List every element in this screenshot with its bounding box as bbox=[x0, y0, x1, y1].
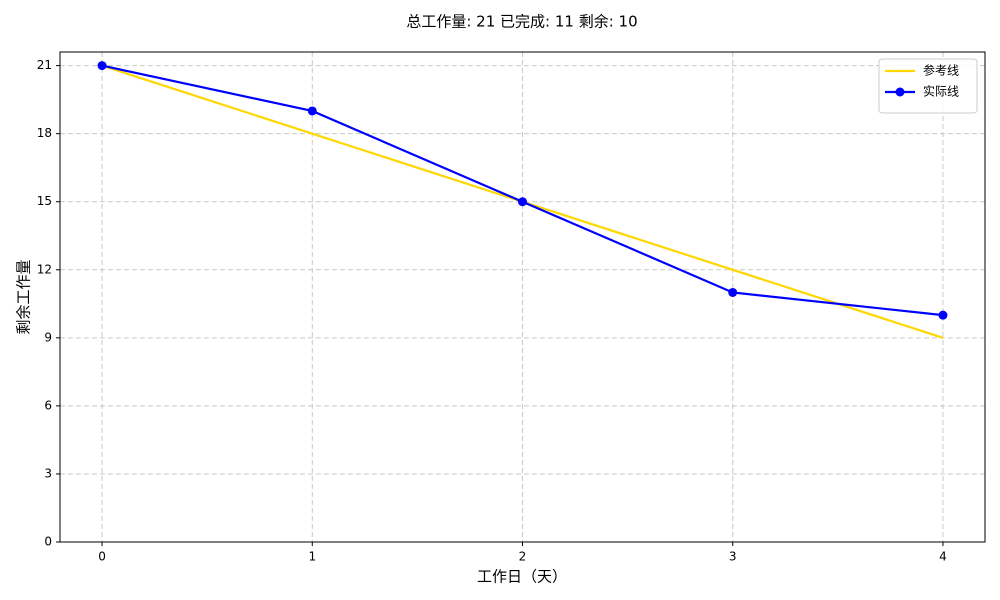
y-tick-label: 9 bbox=[44, 330, 52, 344]
x-tick-label: 0 bbox=[98, 550, 106, 564]
legend-label: 参考线 bbox=[923, 63, 959, 78]
data-point bbox=[307, 106, 317, 116]
y-tick-label: 0 bbox=[44, 535, 52, 549]
x-tick-label: 1 bbox=[308, 550, 316, 564]
y-tick-label: 18 bbox=[37, 126, 52, 140]
x-tick-label: 3 bbox=[729, 550, 737, 564]
y-tick-label: 15 bbox=[37, 194, 52, 208]
x-tick-label: 4 bbox=[939, 550, 947, 564]
x-axis-label: 工作日（天） bbox=[477, 568, 567, 586]
data-point bbox=[728, 287, 738, 297]
legend-box bbox=[878, 58, 978, 114]
y-axis-label: 剩余工作量 bbox=[15, 259, 33, 334]
chart-title: 总工作量: 21 已完成: 11 剩余: 10 bbox=[406, 13, 637, 31]
data-point bbox=[938, 310, 948, 320]
x-tick-label: 2 bbox=[519, 550, 527, 564]
y-tick-label: 3 bbox=[44, 466, 52, 480]
legend-marker bbox=[895, 87, 905, 97]
plot-frame bbox=[59, 51, 986, 543]
legend-label: 实际线 bbox=[923, 84, 959, 99]
y-tick-label: 12 bbox=[37, 262, 52, 276]
y-tick-label: 21 bbox=[37, 58, 52, 72]
y-tick-label: 6 bbox=[44, 398, 52, 412]
data-point bbox=[97, 61, 107, 71]
data-point bbox=[518, 197, 527, 207]
